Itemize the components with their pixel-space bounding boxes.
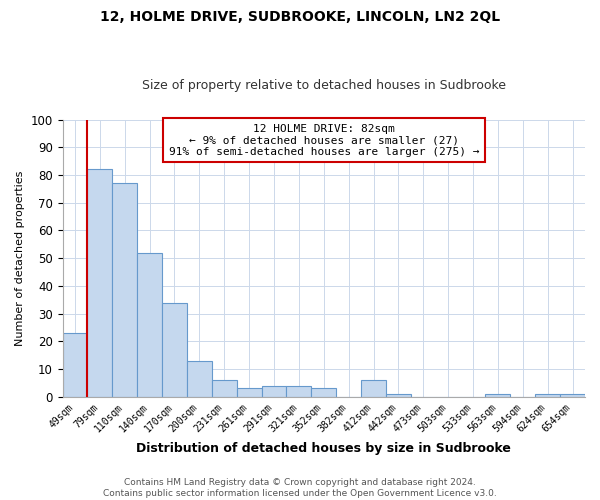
Bar <box>361 380 386 397</box>
Bar <box>311 388 336 397</box>
Text: 12, HOLME DRIVE, SUDBROOKE, LINCOLN, LN2 2QL: 12, HOLME DRIVE, SUDBROOKE, LINCOLN, LN2… <box>100 10 500 24</box>
Bar <box>88 170 112 397</box>
X-axis label: Distribution of detached houses by size in Sudbrooke: Distribution of detached houses by size … <box>136 442 511 455</box>
Bar <box>187 361 212 397</box>
Y-axis label: Number of detached properties: Number of detached properties <box>15 170 25 346</box>
Bar <box>386 394 411 397</box>
Bar <box>162 302 187 397</box>
Bar <box>535 394 560 397</box>
Bar <box>212 380 236 397</box>
Text: Contains HM Land Registry data © Crown copyright and database right 2024.
Contai: Contains HM Land Registry data © Crown c… <box>103 478 497 498</box>
Text: 12 HOLME DRIVE: 82sqm
← 9% of detached houses are smaller (27)
91% of semi-detac: 12 HOLME DRIVE: 82sqm ← 9% of detached h… <box>169 124 479 157</box>
Bar <box>286 386 311 397</box>
Bar <box>560 394 585 397</box>
Bar <box>236 388 262 397</box>
Title: Size of property relative to detached houses in Sudbrooke: Size of property relative to detached ho… <box>142 79 506 92</box>
Bar <box>137 252 162 397</box>
Bar <box>485 394 511 397</box>
Bar <box>62 333 88 397</box>
Bar <box>262 386 286 397</box>
Bar <box>112 184 137 397</box>
